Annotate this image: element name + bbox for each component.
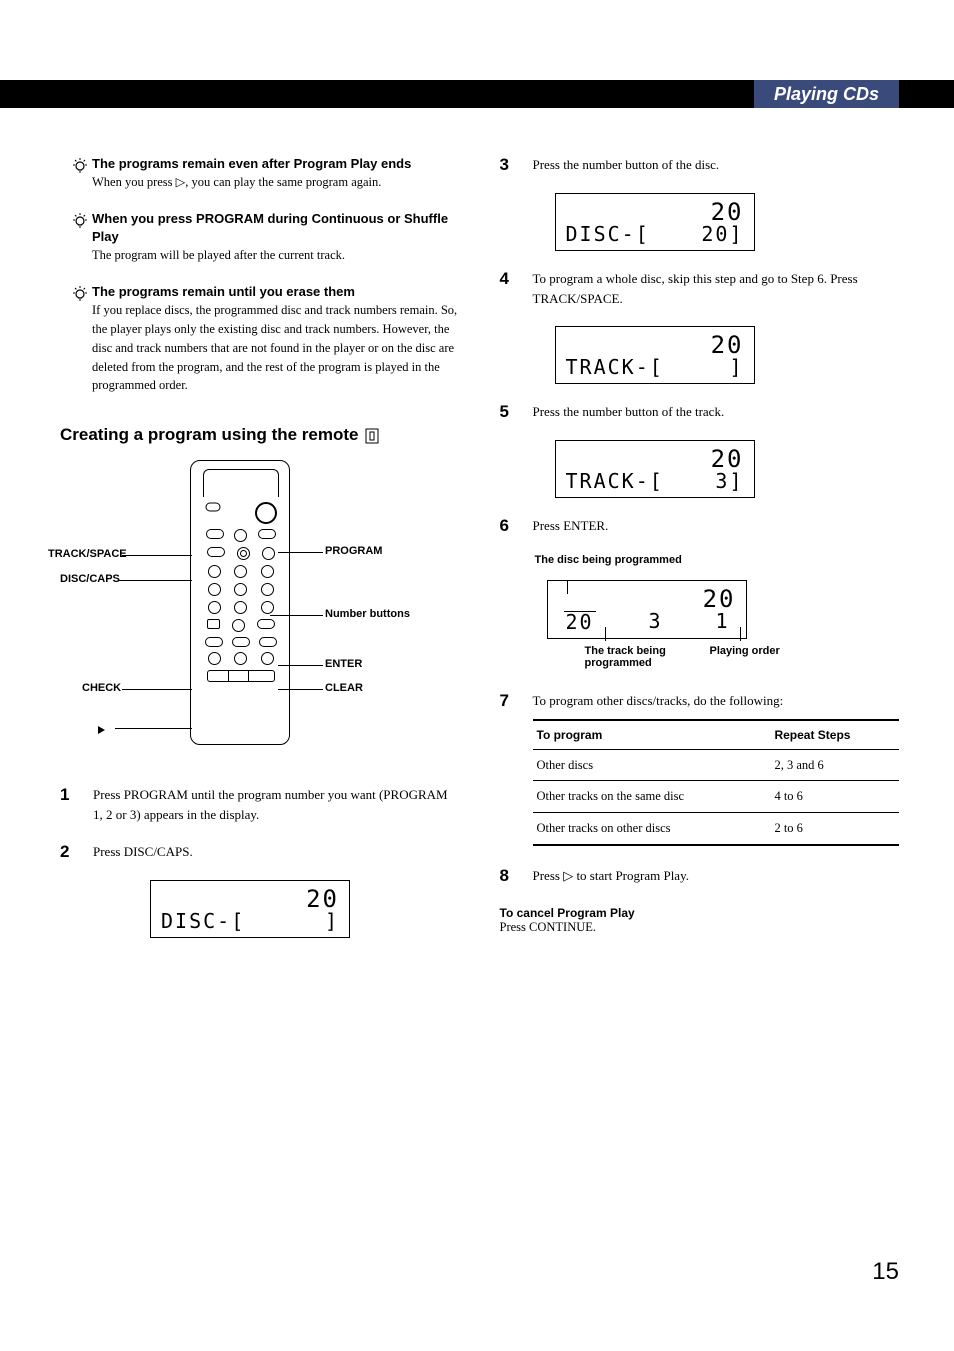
- step-1-text: Press PROGRAM until the program number y…: [93, 785, 460, 824]
- section-heading: Creating a program using the remote: [60, 425, 460, 445]
- td: 2, 3 and 6: [770, 749, 899, 781]
- td: 2 to 6: [770, 813, 899, 845]
- table-row: Other tracks on the same disc4 to 6: [533, 781, 900, 813]
- tip-3-body: If you replace discs, the programmed dis…: [92, 301, 460, 395]
- tip-1: The programs remain even after Program P…: [72, 155, 460, 192]
- lcd-right: 3]: [715, 471, 743, 491]
- th-1: To program: [533, 720, 771, 750]
- step-1-num: 1: [60, 785, 78, 824]
- power-icon: [205, 502, 221, 512]
- tip-icon: [72, 212, 88, 228]
- label-clear: CLEAR: [325, 682, 363, 694]
- tip-2: When you press PROGRAM during Continuous…: [72, 210, 460, 265]
- step-3: 3 Press the number button of the disc.: [500, 155, 900, 175]
- lcd-disc-blank: 20 DISC-[ ]: [150, 880, 350, 938]
- step-2: 2 Press DISC/CAPS.: [60, 842, 460, 862]
- td: 4 to 6: [770, 781, 899, 813]
- right-column: 3 Press the number button of the disc. 2…: [500, 155, 900, 938]
- step-7-label: To program other discs/tracks, do the fo…: [533, 693, 784, 708]
- step-5-text: Press the number button of the track.: [533, 402, 900, 422]
- label-program: PROGRAM: [325, 545, 382, 557]
- lcd-v1: 3: [649, 611, 663, 632]
- td: Other tracks on other discs: [533, 813, 771, 845]
- label-track-space: TRACK/SPACE: [48, 548, 127, 560]
- lcd-right: ]: [729, 357, 743, 377]
- step-6-text: Press ENTER.: [533, 516, 900, 536]
- lcd-right: 20]: [701, 224, 743, 244]
- label-number: Number buttons: [325, 608, 410, 620]
- remote-diagram: [190, 460, 290, 745]
- step-6-num: 6: [500, 516, 518, 536]
- tip-2-heading: When you press PROGRAM during Continuous…: [92, 211, 448, 244]
- step-5: 5 Press the number button of the track.: [500, 402, 900, 422]
- lcd-left: TRACK-[: [566, 471, 664, 491]
- label-play: [98, 722, 105, 737]
- step-2-text: Press DISC/CAPS.: [93, 842, 460, 862]
- th-2: Repeat Steps: [770, 720, 899, 750]
- tip-1-heading: The programs remain even after Program P…: [92, 156, 411, 171]
- lcd-left: TRACK-[: [566, 357, 664, 377]
- lcd-top: 20: [558, 587, 736, 611]
- label-check: CHECK: [82, 682, 121, 694]
- td: Other tracks on the same disc: [533, 781, 771, 813]
- annotation-disc: The disc being programmed: [535, 554, 900, 566]
- program-table: To programRepeat Steps Other discs2, 3 a…: [533, 719, 900, 846]
- step-4: 4 To program a whole disc, skip this ste…: [500, 269, 900, 308]
- table-row: Other tracks on other discs2 to 6: [533, 813, 900, 845]
- lcd-top: 20: [161, 887, 339, 911]
- section-heading-text: Creating a program using the remote: [60, 425, 359, 444]
- lcd-disc-20: 20 DISC-[ 20]: [555, 193, 755, 251]
- header-title: Playing CDs: [754, 80, 899, 108]
- td: Other discs: [533, 749, 771, 781]
- lcd-top: 20: [566, 447, 744, 471]
- step-3-text: Press the number button of the disc.: [533, 155, 900, 175]
- step-7-text: To program other discs/tracks, do the fo…: [533, 691, 900, 846]
- content-area: The programs remain even after Program P…: [60, 155, 899, 938]
- tip-2-body: The program will be played after the cur…: [92, 246, 460, 265]
- label-enter: ENTER: [325, 658, 362, 670]
- tip-3-heading: The programs remain until you erase them: [92, 284, 355, 299]
- left-column: The programs remain even after Program P…: [60, 155, 460, 938]
- step-3-num: 3: [500, 155, 518, 175]
- step-6: 6 Press ENTER.: [500, 516, 900, 536]
- label-disc-caps: DISC/CAPS: [60, 573, 120, 585]
- tip-icon: [72, 285, 88, 301]
- lcd-track-3: 20 TRACK-[ 3]: [555, 440, 755, 498]
- cancel-heading: To cancel Program Play: [500, 906, 900, 920]
- step-1: 1 Press PROGRAM until the program number…: [60, 785, 460, 824]
- lcd-top: 20: [566, 200, 744, 224]
- lcd-v2: 1: [715, 611, 729, 632]
- lcd-top: 20: [566, 333, 744, 357]
- step-7: 7 To program other discs/tracks, do the …: [500, 691, 900, 846]
- tip-1-body: When you press ▷, you can play the same …: [92, 173, 460, 192]
- tip-icon: [72, 157, 88, 173]
- step-5-num: 5: [500, 402, 518, 422]
- step-7-num: 7: [500, 691, 518, 846]
- step-8: 8 Press ▷ to start Program Play.: [500, 866, 900, 886]
- step-4-num: 4: [500, 269, 518, 308]
- lcd-v0: 20: [564, 611, 596, 632]
- lcd-track-blank: 20 TRACK-[ ]: [555, 326, 755, 384]
- annotation-order: Playing order: [710, 645, 780, 657]
- step-4-text: To program a whole disc, skip this step …: [533, 269, 900, 308]
- step-2-num: 2: [60, 842, 78, 862]
- step-8-text: Press ▷ to start Program Play.: [533, 866, 900, 886]
- lcd-left: DISC-[: [566, 224, 650, 244]
- lcd-left: DISC-[: [161, 911, 245, 931]
- remote-icon: [363, 427, 381, 445]
- annotation-track: The track being programmed: [585, 645, 680, 669]
- page-number: 15: [872, 1258, 899, 1286]
- table-row: Other discs2, 3 and 6: [533, 749, 900, 781]
- step-8-num: 8: [500, 866, 518, 886]
- lcd-prog: 20 20 3 1: [547, 580, 747, 639]
- lcd-right: ]: [325, 911, 339, 931]
- cancel-body: Press CONTINUE.: [500, 920, 900, 935]
- tip-3: The programs remain until you erase them…: [72, 283, 460, 395]
